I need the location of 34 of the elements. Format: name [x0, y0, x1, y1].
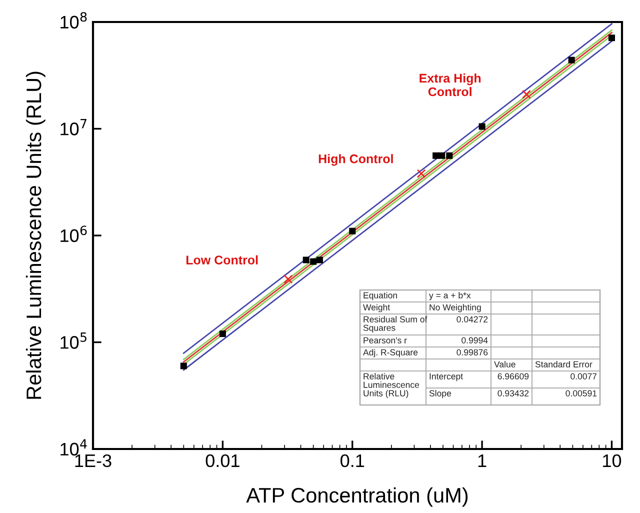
annotation: 0.93432 — [498, 390, 529, 396]
annotation: Adj. R-Square — [363, 349, 418, 358]
annotation: Value — [494, 361, 516, 368]
x-tick-label: 1 — [478, 454, 486, 467]
y-tick-label: 10$^{4}$ — [60, 439, 87, 456]
annotation: No Weighting — [430, 304, 481, 312]
annotation: Extra High Control — [420, 73, 481, 96]
y-tick-label: 10$^{7}$ — [60, 119, 86, 136]
y-tick-label: 10$^{6}$ — [60, 226, 87, 242]
annotation: Relative Luminescence Units (RLU) — [364, 373, 420, 398]
x-tick-label: 10 — [603, 454, 622, 468]
y-axis-title: Relative Luminescence Units (RLU) — [26, 72, 46, 399]
annotation: Pearson's r — [364, 337, 407, 344]
annotation: Standard Error — [535, 361, 592, 368]
y-tick-label: 10$^{5}$ — [60, 332, 86, 349]
annotation: Intercept — [430, 373, 463, 382]
annotation: y = a + b*x — [429, 292, 471, 300]
x-axis-title: ATP Concentration (uM) — [246, 487, 468, 507]
annotation: 6.96609 — [498, 373, 529, 380]
annotation: Equation — [364, 292, 397, 300]
x-tick-label: 0.01 — [206, 454, 240, 468]
annotation: 0.9994 — [462, 337, 488, 344]
annotation: Slope — [429, 390, 451, 398]
annotation: 0.04272 — [456, 316, 488, 322]
x-tick-label: 0.1 — [340, 454, 364, 468]
annotation: Low Control — [186, 255, 258, 264]
annotation: Weight — [363, 304, 390, 312]
annotation: 0.00591 — [566, 390, 597, 396]
annotation: Residual Sum of Squares — [363, 316, 428, 333]
y-tick-label: 10$^{8}$ — [60, 12, 87, 29]
x-tick-label: 1E-3 — [75, 454, 112, 468]
annotation: 0.99876 — [456, 349, 488, 356]
annotation: High Control — [318, 154, 393, 166]
annotation: 0.0077 — [570, 373, 597, 380]
